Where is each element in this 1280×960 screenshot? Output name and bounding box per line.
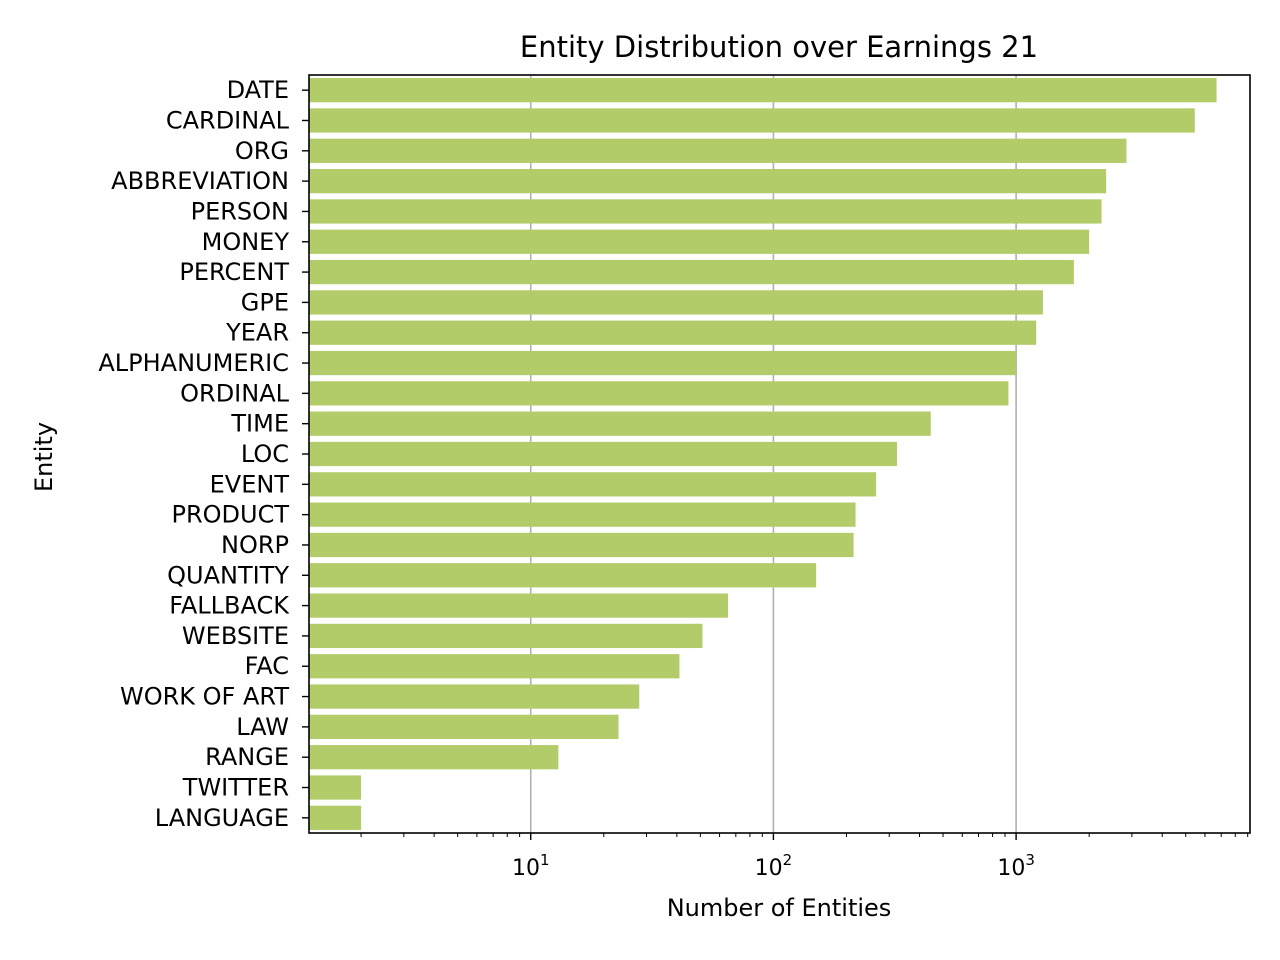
category-label: RANGE [205, 743, 289, 771]
bar-fac [309, 654, 680, 679]
bars [309, 78, 1217, 830]
bar-money [309, 229, 1090, 254]
category-label: ALPHANUMERIC [98, 349, 289, 377]
x-tick-base: 10 [997, 856, 1025, 881]
bar-work-of-art [309, 684, 640, 709]
bar-twitter [309, 775, 362, 800]
category-label: GPE [241, 288, 289, 316]
bar-abbreviation [309, 168, 1107, 194]
x-tick-label: 103 [997, 851, 1035, 881]
category-label: TWITTER [182, 774, 289, 802]
x-tick-label: 102 [755, 851, 793, 881]
bar-product [309, 502, 856, 527]
bar-percent [309, 259, 1074, 285]
bar-person [309, 199, 1102, 224]
x-tick-label: 101 [512, 851, 550, 881]
x-tick-exponent: 2 [783, 851, 793, 869]
category-label: MONEY [202, 228, 290, 256]
x-tick-base: 10 [512, 856, 540, 881]
bar-year [309, 320, 1037, 345]
bar-website [309, 623, 703, 649]
bar-event [309, 472, 877, 497]
category-label: FAC [245, 652, 289, 680]
bar-range [309, 745, 559, 770]
category-label: ORG [235, 137, 289, 165]
bar-language [309, 805, 362, 830]
category-label: CARDINAL [166, 106, 290, 134]
category-label: FALLBACK [169, 592, 290, 620]
category-label: LOC [241, 440, 289, 468]
category-label: YEAR [225, 319, 289, 347]
bar-fallback [309, 593, 729, 618]
category-label: ORDINAL [180, 379, 289, 407]
bar-date [309, 78, 1217, 103]
bar-gpe [309, 290, 1043, 315]
bar-alphanumeric [309, 350, 1017, 376]
category-label: WEBSITE [182, 622, 289, 650]
bar-loc [309, 441, 897, 467]
bar-law [309, 714, 619, 740]
category-label: ABBREVIATION [111, 167, 289, 195]
category-label: PERSON [191, 197, 289, 225]
bar-norp [309, 532, 854, 558]
category-label: NORP [221, 531, 289, 559]
category-label: QUANTITY [167, 561, 289, 589]
chart-title: Entity Distribution over Earnings 21 [520, 30, 1038, 64]
category-label: DATE [227, 76, 289, 104]
bar-org [309, 138, 1127, 163]
bar-time [309, 411, 931, 436]
x-axis-ticks: 101 102 103 [360, 833, 1249, 881]
x-tick-base: 10 [755, 856, 783, 881]
y-axis-label: Entity [30, 422, 58, 492]
bar-quantity [309, 563, 817, 588]
category-label: TIME [230, 410, 289, 438]
category-label: EVENT [210, 470, 290, 498]
category-label: PERCENT [179, 258, 289, 286]
category-label: LAW [236, 713, 289, 741]
category-label: WORK OF ART [120, 683, 289, 711]
category-label: PRODUCT [171, 501, 289, 529]
bar-cardinal [309, 108, 1195, 133]
x-axis-label: Number of Entities [667, 894, 892, 922]
x-tick-exponent: 3 [1025, 851, 1035, 869]
category-label: LANGUAGE [155, 804, 289, 832]
bar-ordinal [309, 381, 1009, 406]
x-tick-exponent: 1 [540, 851, 550, 869]
